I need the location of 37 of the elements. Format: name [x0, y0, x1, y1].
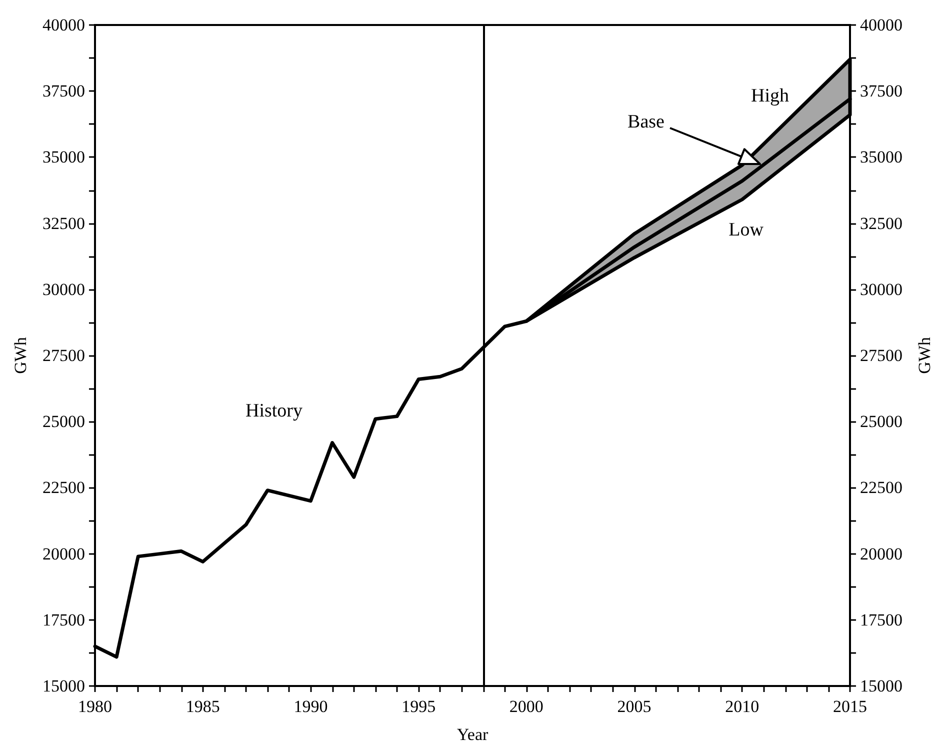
- y2-tick-label: 17500: [860, 610, 902, 630]
- y-tick-label: 40000: [42, 16, 85, 34]
- annotation: History: [246, 400, 303, 422]
- y-tick-label: 32500: [42, 214, 85, 233]
- y2-axis-title: GWh: [915, 336, 934, 374]
- y2-tick-label: 20000: [860, 544, 902, 564]
- y2-tick-label: 25000: [860, 412, 902, 432]
- x-axis-title: Year: [456, 725, 488, 744]
- y-tick-label: 15000: [42, 676, 85, 696]
- y-tick-label: 35000: [42, 148, 85, 167]
- y-tick-label: 17500: [42, 610, 85, 630]
- x-tick-label: 1990: [294, 697, 328, 716]
- annotation: Base: [628, 112, 664, 132]
- x-tick-label: 1995: [402, 697, 436, 716]
- annotation: Low: [728, 220, 764, 240]
- y2-tick-label: 30000: [860, 280, 902, 299]
- y-tick-label: 37500: [42, 82, 85, 101]
- y2-tick-label: 32500: [860, 214, 902, 233]
- x-tick-label: 2000: [509, 697, 544, 716]
- y2-tick-label: 22500: [860, 478, 902, 498]
- y2-tick-label: 35000: [860, 148, 902, 167]
- y2-tick-label: 27500: [860, 346, 902, 365]
- y-axis-title: GWh: [11, 336, 30, 374]
- y-tick-label: 30000: [42, 280, 85, 299]
- x-tick-label: 2005: [617, 697, 652, 716]
- y-tick-label: 25000: [42, 412, 85, 432]
- y-tick-label: 22500: [42, 478, 85, 498]
- x-tick-label: 2015: [833, 697, 867, 716]
- y-tick-label: 20000: [42, 544, 85, 564]
- y-tick-label: 27500: [42, 346, 85, 365]
- y2-tick-label: 40000: [860, 16, 902, 34]
- x-tick-label: 1985: [186, 697, 220, 716]
- y2-tick-label: 37500: [860, 82, 902, 101]
- annotation: High: [751, 86, 790, 106]
- y2-tick-label: 15000: [860, 676, 902, 696]
- x-tick-label: 1980: [78, 697, 112, 716]
- x-tick-label: 2010: [725, 697, 760, 716]
